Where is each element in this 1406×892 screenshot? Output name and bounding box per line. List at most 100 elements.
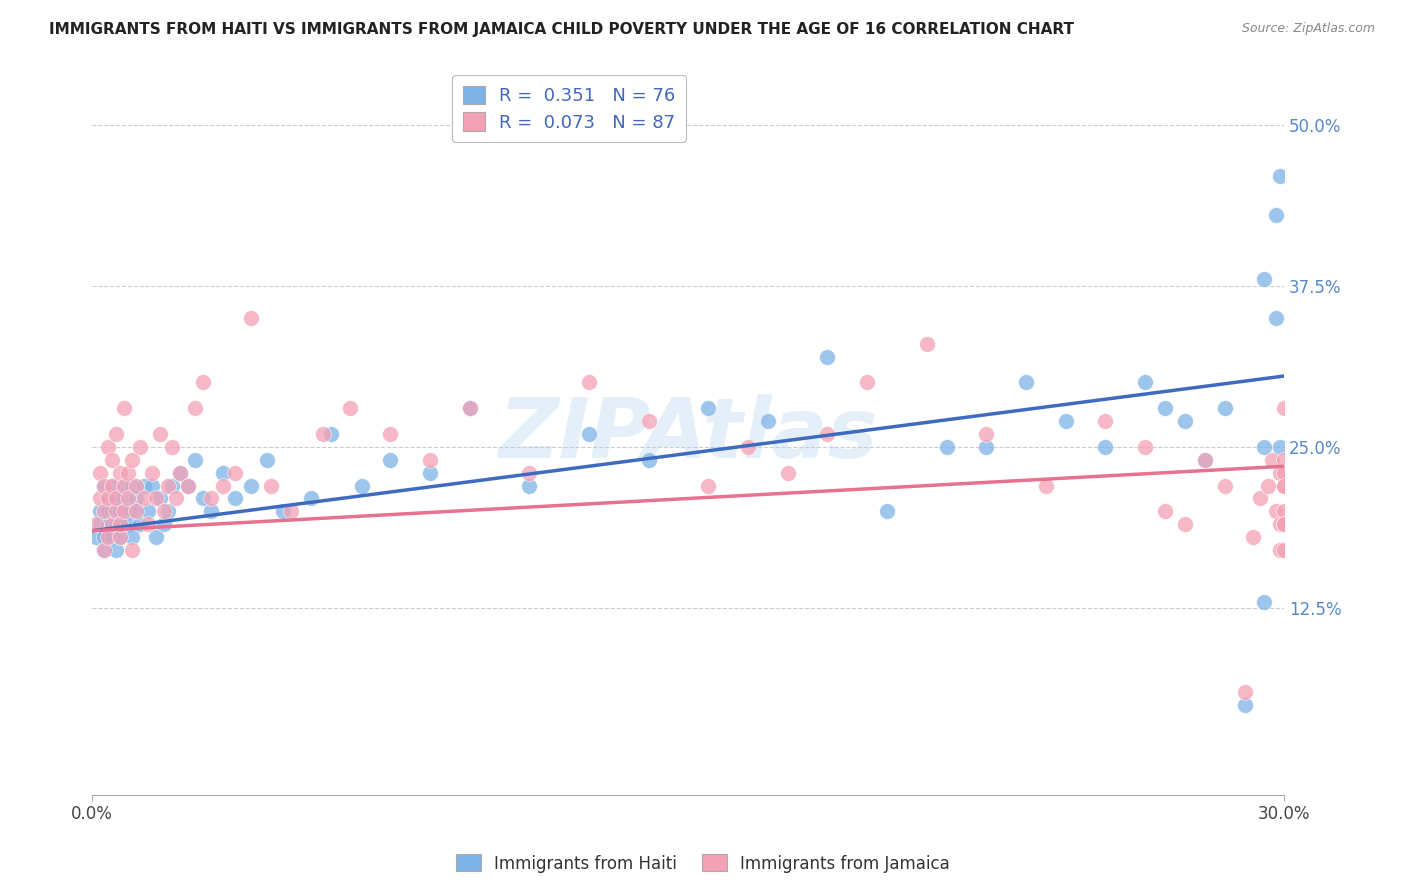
Point [128, 517, 150, 532]
Point [156, 504, 179, 518]
Point [1241, 530, 1264, 544]
Point [97, 504, 120, 518]
Point [112, 401, 135, 416]
Point [97, 517, 120, 532]
Point [169, 466, 191, 480]
Point [240, 310, 263, 325]
Point [105, 543, 128, 558]
Point [108, 517, 131, 532]
Point [1015, 376, 1038, 390]
Point [935, 440, 957, 454]
Point [108, 466, 131, 480]
Point [1265, 310, 1288, 325]
Point [697, 478, 720, 492]
Point [101, 530, 124, 544]
Text: ZIPAtlas: ZIPAtlas [499, 393, 877, 475]
Point [776, 466, 799, 480]
Point [132, 491, 155, 506]
Point [815, 427, 838, 442]
Text: IMMIGRANTS FROM HAITI VS IMMIGRANTS FROM JAMAICA CHILD POVERTY UNDER THE AGE OF : IMMIGRANTS FROM HAITI VS IMMIGRANTS FROM… [49, 22, 1074, 37]
Point [200, 504, 222, 518]
Point [1135, 440, 1157, 454]
Point [1272, 517, 1295, 532]
Point [1233, 698, 1256, 712]
Point [125, 504, 148, 518]
Point [121, 452, 143, 467]
Point [93, 504, 115, 518]
Point [97, 491, 120, 506]
Point [149, 427, 172, 442]
Point [1249, 491, 1271, 506]
Point [105, 491, 128, 506]
Point [117, 517, 139, 532]
Point [108, 504, 131, 518]
Text: Source: ZipAtlas.com: Source: ZipAtlas.com [1241, 22, 1375, 36]
Point [578, 427, 600, 442]
Point [352, 478, 374, 492]
Point [97, 530, 120, 544]
Point [737, 440, 759, 454]
Point [1154, 401, 1177, 416]
Point [756, 414, 779, 428]
Point [1035, 478, 1057, 492]
Point [176, 478, 198, 492]
Point [1261, 452, 1284, 467]
Point [125, 478, 148, 492]
Point [108, 517, 131, 532]
Point [697, 401, 720, 416]
Point [125, 504, 148, 518]
Point [380, 427, 402, 442]
Point [112, 491, 135, 506]
Point [1272, 478, 1295, 492]
Point [876, 504, 898, 518]
Point [136, 504, 159, 518]
Point [121, 543, 143, 558]
Point [145, 491, 167, 506]
Point [89, 504, 111, 518]
Point [112, 478, 135, 492]
Point [1233, 685, 1256, 699]
Point [1213, 478, 1236, 492]
Point [112, 478, 135, 492]
Point [1135, 376, 1157, 390]
Point [101, 452, 124, 467]
Point [1054, 414, 1077, 428]
Point [160, 478, 183, 492]
Point [517, 478, 540, 492]
Point [156, 478, 179, 492]
Point [97, 440, 120, 454]
Point [108, 530, 131, 544]
Point [1272, 504, 1295, 518]
Point [84, 530, 107, 544]
Point [1270, 440, 1292, 454]
Point [1194, 452, 1216, 467]
Point [1272, 543, 1295, 558]
Point [380, 452, 402, 467]
Point [915, 336, 938, 351]
Point [1270, 517, 1292, 532]
Point [1253, 272, 1275, 286]
Point [141, 478, 163, 492]
Point [458, 401, 481, 416]
Point [517, 466, 540, 480]
Point [1272, 452, 1295, 467]
Point [224, 466, 246, 480]
Point [1094, 414, 1116, 428]
Point [193, 491, 215, 506]
Point [637, 452, 659, 467]
Point [93, 543, 115, 558]
Point [256, 452, 278, 467]
Point [280, 504, 302, 518]
Point [311, 427, 333, 442]
Point [141, 466, 163, 480]
Point [93, 478, 115, 492]
Point [1194, 452, 1216, 467]
Point [101, 478, 124, 492]
Point [101, 504, 124, 518]
Point [1253, 594, 1275, 608]
Legend: R =  0.351   N = 76, R =  0.073   N = 87: R = 0.351 N = 76, R = 0.073 N = 87 [451, 75, 686, 143]
Point [93, 478, 115, 492]
Point [339, 401, 361, 416]
Point [1270, 466, 1292, 480]
Point [121, 530, 143, 544]
